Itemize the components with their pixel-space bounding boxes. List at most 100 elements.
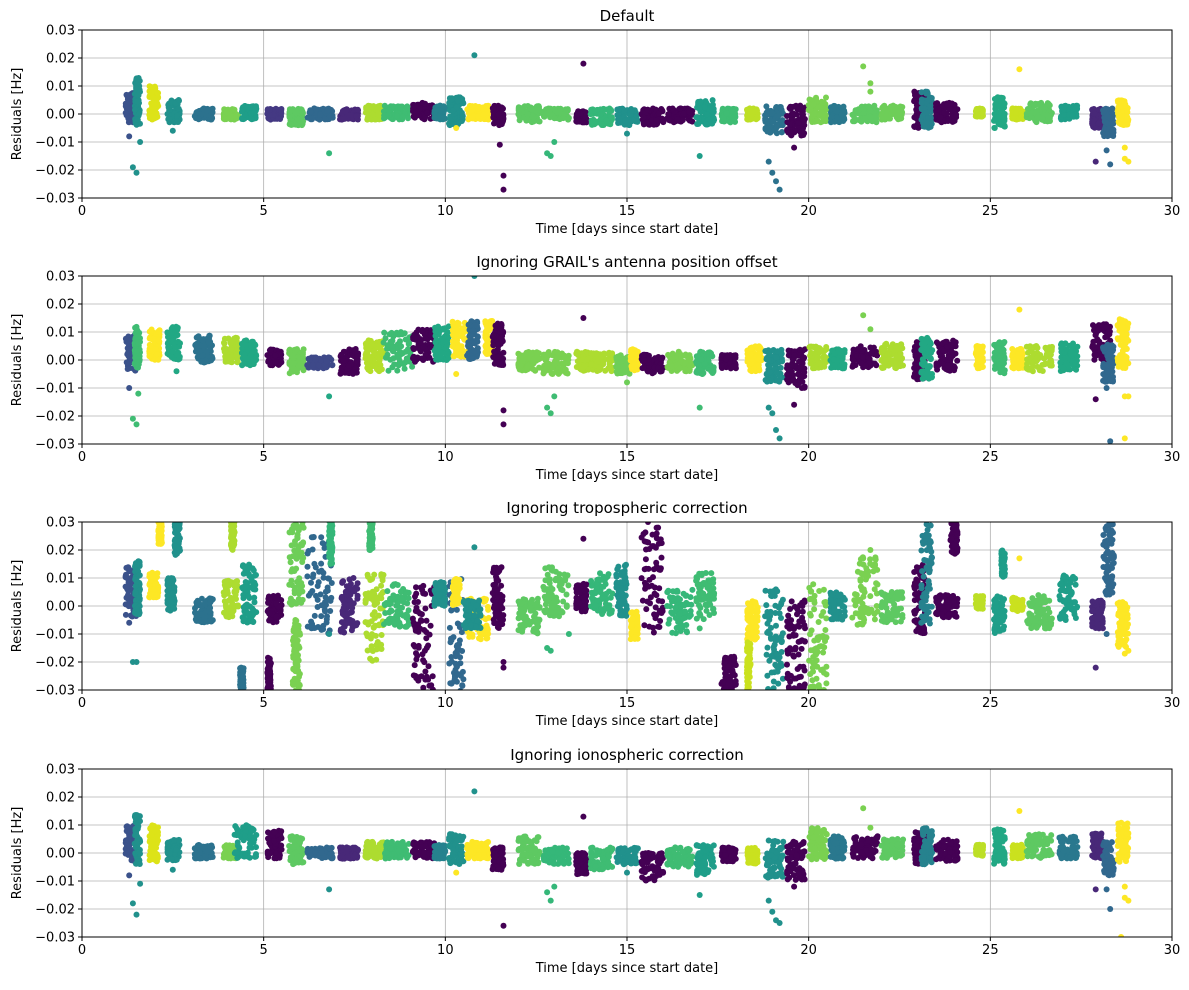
data-point xyxy=(591,107,598,114)
data-point xyxy=(375,105,382,111)
data-point xyxy=(723,110,730,117)
data-point xyxy=(767,129,774,136)
data-point xyxy=(686,109,693,116)
data-point xyxy=(133,348,140,354)
data-point xyxy=(744,116,751,123)
data-point xyxy=(168,99,174,106)
data-point xyxy=(949,118,956,125)
data-point xyxy=(322,116,329,123)
data-point xyxy=(490,105,497,112)
data-point xyxy=(445,349,452,356)
data-point xyxy=(420,344,427,350)
data-point xyxy=(1104,120,1111,127)
data-point xyxy=(701,104,708,111)
data-point xyxy=(1027,100,1034,107)
data-point xyxy=(996,103,1003,110)
x-tick-label: 25 xyxy=(982,204,999,219)
data-point xyxy=(727,119,734,126)
data-point xyxy=(867,107,874,114)
data-point xyxy=(233,351,240,358)
data-point xyxy=(195,116,202,123)
data-point xyxy=(422,335,429,342)
data-point xyxy=(470,331,476,338)
outlier-point xyxy=(500,172,507,179)
data-point xyxy=(658,106,665,112)
data-point xyxy=(403,105,410,112)
data-point xyxy=(221,340,228,347)
data-point xyxy=(1069,112,1076,119)
data-point xyxy=(381,329,388,336)
data-point xyxy=(928,120,935,127)
data-point xyxy=(420,355,427,362)
data-point xyxy=(459,325,466,332)
data-point xyxy=(199,337,206,344)
data-point xyxy=(1109,105,1116,112)
outlier-point xyxy=(126,133,133,140)
data-point xyxy=(223,116,230,123)
chart-panel-1: 0 5 10 15 20 25 30−0.03−0.02−0.010.000.010.020… xyxy=(10,7,1180,237)
outlier-point xyxy=(1016,66,1023,73)
data-point xyxy=(581,363,588,370)
data-point xyxy=(414,354,421,361)
data-point xyxy=(521,103,528,110)
data-point xyxy=(665,117,672,123)
data-point xyxy=(525,362,532,369)
outlier-point xyxy=(326,150,333,157)
data-point xyxy=(248,343,255,350)
data-point xyxy=(858,118,865,125)
data-point xyxy=(323,358,330,365)
data-point xyxy=(974,112,981,119)
data-point xyxy=(294,346,300,353)
data-point xyxy=(153,110,160,117)
y-axis-label: Residuals [Hz] xyxy=(10,68,25,161)
data-point xyxy=(437,107,444,114)
data-point xyxy=(390,348,397,355)
data-point xyxy=(253,356,260,363)
outlier-point xyxy=(1121,144,1128,151)
outlier-point xyxy=(496,141,503,148)
data-point xyxy=(498,334,505,341)
data-point xyxy=(406,340,413,347)
data-point xyxy=(286,350,293,357)
data-point xyxy=(871,102,878,109)
data-point xyxy=(223,109,230,116)
data-point xyxy=(322,363,329,370)
data-point xyxy=(221,335,228,342)
data-point xyxy=(565,114,572,121)
data-point xyxy=(345,363,352,369)
y-tick-label: 0.03 xyxy=(46,24,75,39)
data-point xyxy=(542,367,549,374)
data-point xyxy=(867,113,873,120)
data-point xyxy=(329,362,336,369)
data-point xyxy=(371,363,378,370)
data-point xyxy=(640,121,647,128)
data-point xyxy=(601,350,608,357)
data-point xyxy=(286,361,293,368)
data-point xyxy=(313,106,319,113)
data-point xyxy=(134,116,141,123)
data-point xyxy=(272,352,279,359)
data-point xyxy=(324,108,331,114)
data-point xyxy=(431,347,438,354)
data-point xyxy=(266,106,273,113)
data-point xyxy=(810,101,817,108)
data-point xyxy=(199,358,206,365)
outlier-point xyxy=(1103,147,1110,154)
data-point xyxy=(545,109,552,116)
data-point xyxy=(516,366,523,373)
data-point xyxy=(164,330,171,337)
data-point xyxy=(939,103,946,109)
data-point xyxy=(674,116,681,123)
data-point xyxy=(422,100,429,107)
data-point xyxy=(1001,110,1008,117)
outlier-point xyxy=(1107,161,1114,168)
data-point xyxy=(244,103,251,110)
data-point xyxy=(920,120,927,126)
data-point xyxy=(169,348,176,355)
data-point xyxy=(134,98,141,105)
outlier-point xyxy=(860,63,867,70)
data-point xyxy=(996,109,1003,116)
x-tick-label: 20 xyxy=(800,204,817,219)
data-point xyxy=(207,116,214,123)
data-point xyxy=(124,351,131,358)
